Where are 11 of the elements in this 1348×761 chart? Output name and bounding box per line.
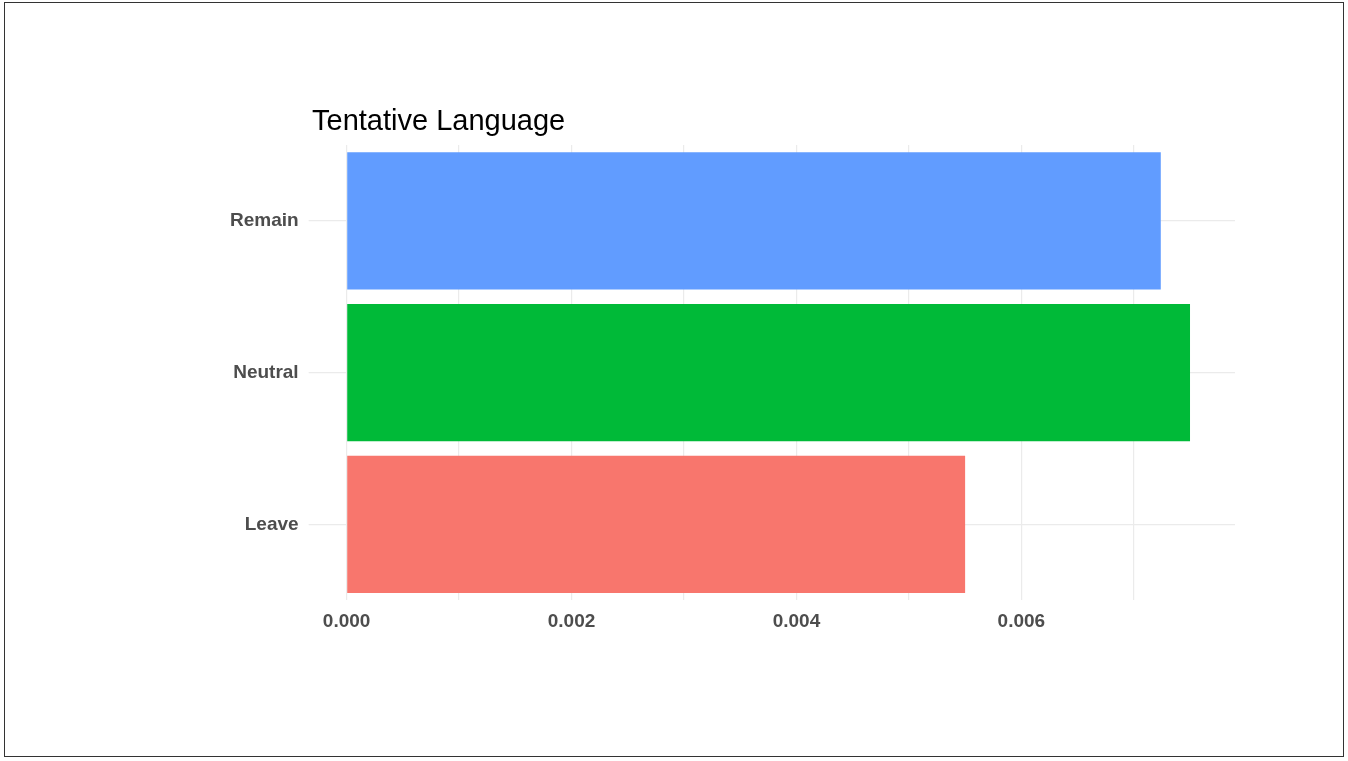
bar	[347, 303, 1191, 442]
y-tick-label: Leave	[244, 512, 299, 534]
x-tick-label: 0.004	[772, 609, 821, 631]
y-tick-label: Remain	[229, 209, 299, 231]
x-tick-label: 0.000	[322, 609, 371, 631]
bar	[347, 152, 1161, 290]
x-tick-label: 0.006	[997, 609, 1046, 631]
y-tick-label: Neutral	[233, 360, 299, 382]
chart-title: Tentative Language	[312, 104, 566, 137]
x-tick-label: 0.002	[547, 609, 596, 631]
bar	[347, 455, 966, 593]
